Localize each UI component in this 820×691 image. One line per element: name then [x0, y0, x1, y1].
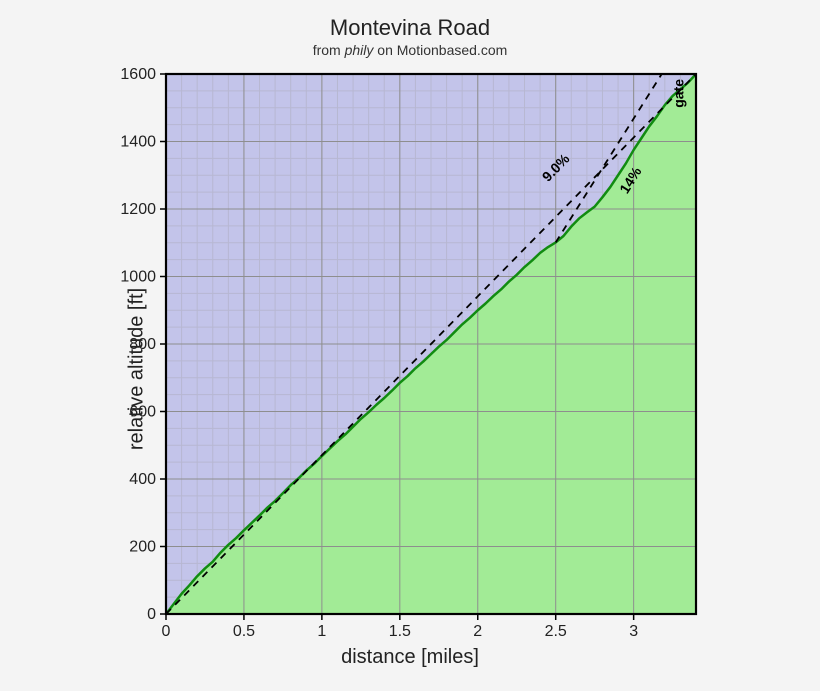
y-tick-label: 1000 [120, 269, 156, 286]
x-tick-label: 2 [473, 623, 482, 640]
y-tick-label: 1400 [120, 134, 156, 151]
y-tick-label: 1600 [120, 68, 156, 83]
subtitle-prefix: from [313, 42, 345, 58]
y-tick-label: 0 [147, 606, 156, 623]
chart-container: Montevina Road from phily on Motionbased… [110, 10, 710, 681]
y-tick-label: 400 [129, 471, 156, 488]
chart-subtitle: from phily on Motionbased.com [110, 42, 710, 58]
x-tick-label: 1 [317, 623, 326, 640]
x-axis-label: distance [miles] [110, 646, 710, 669]
x-tick-label: 0 [162, 623, 171, 640]
label-gate: gate [671, 79, 687, 108]
elevation-plot: 9.0%14%gate00.511.522.530200400600800100… [110, 68, 710, 644]
subtitle-suffix: on Motionbased.com [373, 42, 507, 58]
chart-title: Montevina Road [110, 16, 710, 40]
x-tick-label: 3 [629, 623, 638, 640]
y-tick-label: 200 [129, 539, 156, 556]
subtitle-source: phily [345, 42, 374, 58]
y-tick-label: 1200 [120, 201, 156, 218]
x-tick-label: 1.5 [389, 623, 411, 640]
x-tick-label: 2.5 [545, 623, 567, 640]
y-axis-label: relative altitude [ft] [126, 288, 149, 450]
plot-wrap: relative altitude [ft] 9.0%14%gate00.511… [110, 68, 710, 669]
x-tick-label: 0.5 [233, 623, 255, 640]
